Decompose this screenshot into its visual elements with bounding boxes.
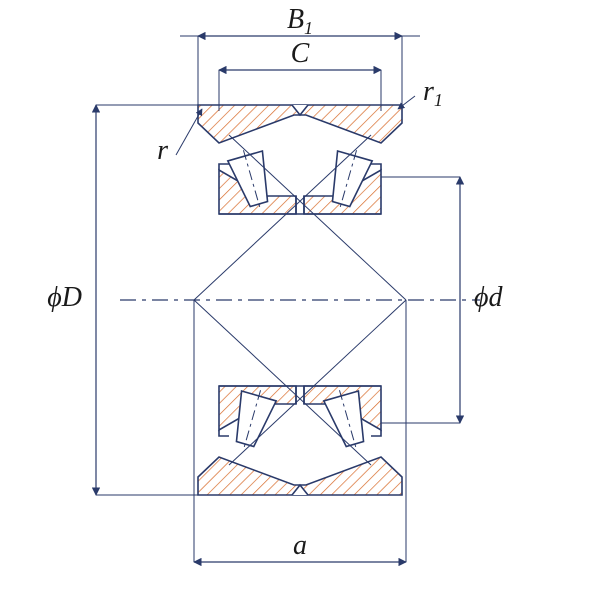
svg-text:ϕd: ϕd (474, 282, 503, 313)
svg-text:ϕD: ϕD (47, 282, 82, 313)
svg-text:C: C (291, 38, 310, 69)
svg-text:r1: r1 (423, 76, 443, 110)
svg-text:a: a (293, 530, 307, 561)
svg-text:B1: B1 (287, 4, 313, 38)
svg-text:r: r (157, 135, 168, 166)
bearing-section-diagram: B1Cr r1 ϕD ϕd a (0, 0, 600, 600)
